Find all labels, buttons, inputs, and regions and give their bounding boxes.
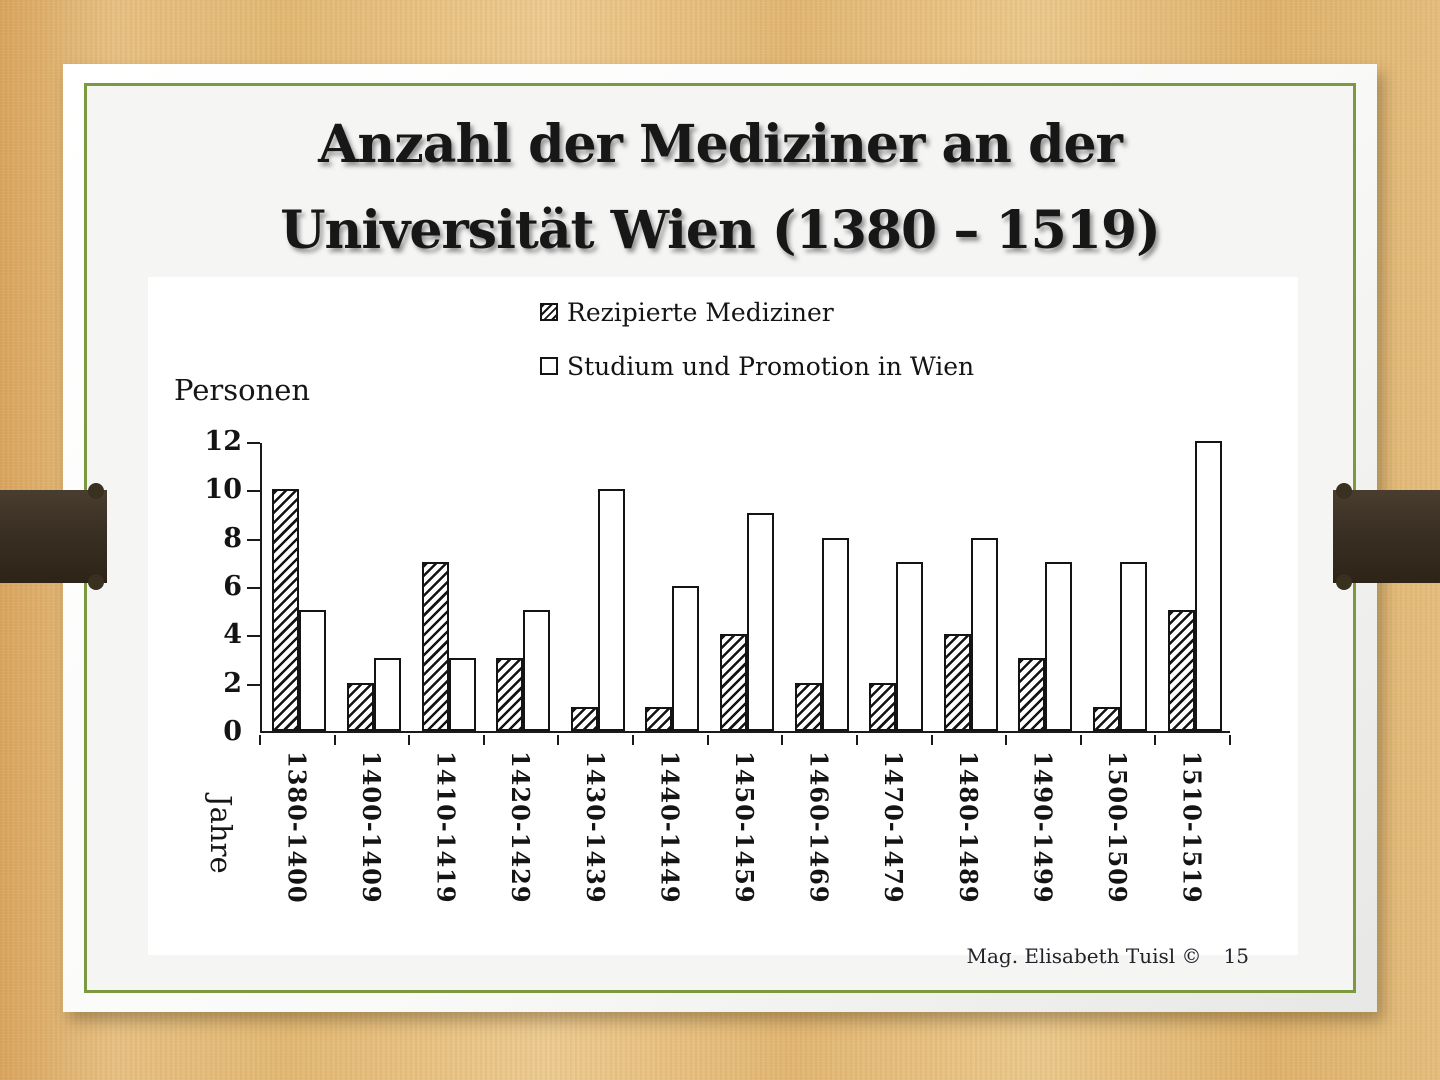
bar-rezipierte-1380-1400 [272,489,300,731]
bar-rezipierte-1400-1409 [346,683,374,731]
bar-rezipierte-1480-1489 [943,634,971,731]
x-tick-mark [1154,735,1157,745]
x-tick-mark [1079,735,1082,745]
left-ribbon-decoration [0,483,107,590]
legend-label: Rezipierte Mediziner [567,297,834,327]
x-category-label: 1510-1519 [1177,751,1207,904]
x-axis-title: Jahre [204,795,238,874]
x-category-label: 1500-1509 [1103,751,1133,904]
x-category-label: 1420-1429 [506,751,536,904]
bar-rezipierte-1490-1499 [1018,658,1046,731]
x-tick-mark [333,735,336,745]
bar-rezipierte-1430-1439 [570,707,598,731]
x-tick-mark [482,735,485,745]
y-tick-mark [247,635,260,638]
y-tick-label: 10 [204,474,242,506]
slide-title: Anzahl der Mediziner an der Universität … [63,102,1377,274]
bar-studium-1400-1409 [373,658,401,731]
bar-rezipierte-1440-1449 [645,707,673,731]
slide: Anzahl der Mediziner an der Universität … [63,64,1377,1012]
slide-title-line2: Universität Wien (1380 – 1519) [280,200,1161,261]
x-category-label: 1380-1400 [282,751,312,904]
slide-title-line1: Anzahl der Mediziner an der [318,114,1123,175]
y-tick-mark [247,683,260,686]
y-tick-label: 6 [223,571,242,602]
right-ribbon-decoration [1333,483,1440,590]
bar-rezipierte-1510-1519 [1167,610,1195,731]
x-category-label: 1410-1419 [431,751,461,904]
x-category-label: 1440-1449 [655,751,685,904]
page-number: 15 [1223,944,1249,968]
x-tick-mark [259,735,261,745]
bar-studium-1480-1489 [970,538,998,731]
x-tick-mark [1005,735,1008,745]
legend-item-rezipierte: Rezipierte Mediziner [540,297,974,327]
x-tick-mark [706,735,709,745]
x-category-label: 1400-1409 [356,751,386,904]
x-tick-mark [632,735,635,745]
x-category-label: 1430-1439 [580,751,610,904]
x-category-label: 1490-1499 [1028,751,1058,904]
bar-rezipierte-1500-1509 [1093,707,1121,731]
bar-studium-1380-1400 [299,610,327,731]
x-category-label: 1450-1459 [730,751,759,904]
hatched-square-icon [540,303,558,321]
x-category-label: 1480-1489 [953,751,983,904]
bar-studium-1430-1439 [597,489,625,731]
x-category-label: 1460-1469 [804,751,834,904]
bar-studium-1490-1499 [1045,562,1073,731]
y-tick-label: 2 [223,667,242,699]
y-axis-title: Personen [174,373,311,407]
y-tick-mark [247,442,260,444]
y-tick-mark [247,490,260,493]
bar-studium-1500-1509 [1120,562,1148,731]
bar-rezipierte-1420-1429 [496,658,524,731]
bar-studium-1450-1459 [747,513,774,731]
plot-area [260,441,1230,733]
bar-rezipierte-1470-1479 [869,683,897,731]
bar-studium-1510-1519 [1194,441,1222,731]
x-tick-mark [1229,735,1231,745]
y-tick-mark [247,587,260,589]
x-tick-mark [781,735,784,745]
x-tick-mark [408,735,411,745]
x-tick-mark [930,735,933,745]
chart-panel: Rezipierte Mediziner Studium und Promoti… [148,277,1298,955]
y-tick-label: 0 [223,716,242,747]
bar-rezipierte-1460-1469 [794,683,822,731]
y-tick-label: 8 [223,522,242,554]
x-tick-mark [855,735,858,745]
white-square-icon [540,357,558,375]
legend-item-studium: Studium und Promotion in Wien [540,351,974,381]
chart-legend: Rezipierte Mediziner Studium und Promoti… [540,297,974,405]
y-tick-label: 12 [204,426,242,457]
y-tick-mark [247,538,260,541]
y-tick-label: 4 [223,619,242,651]
footer-author: Mag. Elisabeth Tuisl © [966,944,1202,968]
bar-studium-1460-1469 [821,538,849,731]
bar-studium-1420-1429 [523,610,551,731]
x-category-label: 1470-1479 [879,751,909,904]
bar-rezipierte-1450-1459 [720,634,747,731]
legend-label: Studium und Promotion in Wien [567,351,975,381]
bar-studium-1440-1449 [672,586,700,731]
bar-rezipierte-1410-1419 [421,562,449,731]
slide-footer: Mag. Elisabeth Tuisl © 15 [966,944,1249,968]
bar-studium-1470-1479 [896,562,924,731]
bar-studium-1410-1419 [448,658,476,731]
x-tick-mark [557,735,560,745]
